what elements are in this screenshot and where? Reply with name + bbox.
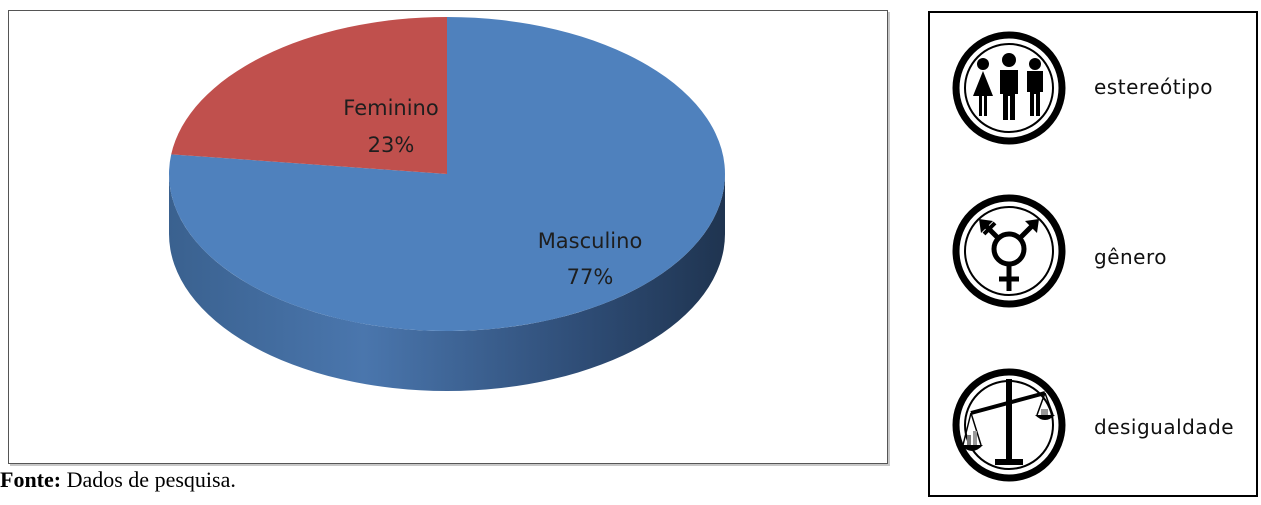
source-note-text: Dados de pesquisa. — [61, 467, 236, 492]
icon-label-estereotipo: estereótipo — [1094, 75, 1214, 99]
icon-row-genero: gênero — [930, 191, 1256, 331]
slice-percent-feminino: 23% — [368, 133, 415, 157]
icon-label-desigualdade: desigualdade — [1094, 415, 1235, 439]
pie-chart: Feminino 23% Masculino 77% — [168, 17, 726, 391]
slice-label-masculino: Masculino — [538, 229, 643, 253]
slice-percent-masculino: 77% — [567, 265, 614, 289]
chart-frame: Feminino 23% Masculino 77% — [8, 10, 888, 464]
people-icon — [952, 31, 1066, 145]
icon-label-genero: gênero — [1094, 245, 1167, 269]
icon-panel: estereótipo gênero — [928, 11, 1258, 497]
pie-side-masculino — [169, 174, 725, 391]
icon-row-estereotipo: estereótipo — [930, 28, 1256, 168]
balance-scale-icon — [952, 368, 1066, 482]
source-note-bold: Fonte: — [0, 467, 62, 492]
pie-slice-feminino — [171, 17, 447, 174]
slice-label-feminino: Feminino — [343, 96, 438, 120]
source-note: Fonte: Dados de pesquisa. — [0, 467, 236, 493]
icon-row-desigualdade: desigualdade — [930, 365, 1256, 505]
gender-symbol-icon — [952, 194, 1066, 308]
